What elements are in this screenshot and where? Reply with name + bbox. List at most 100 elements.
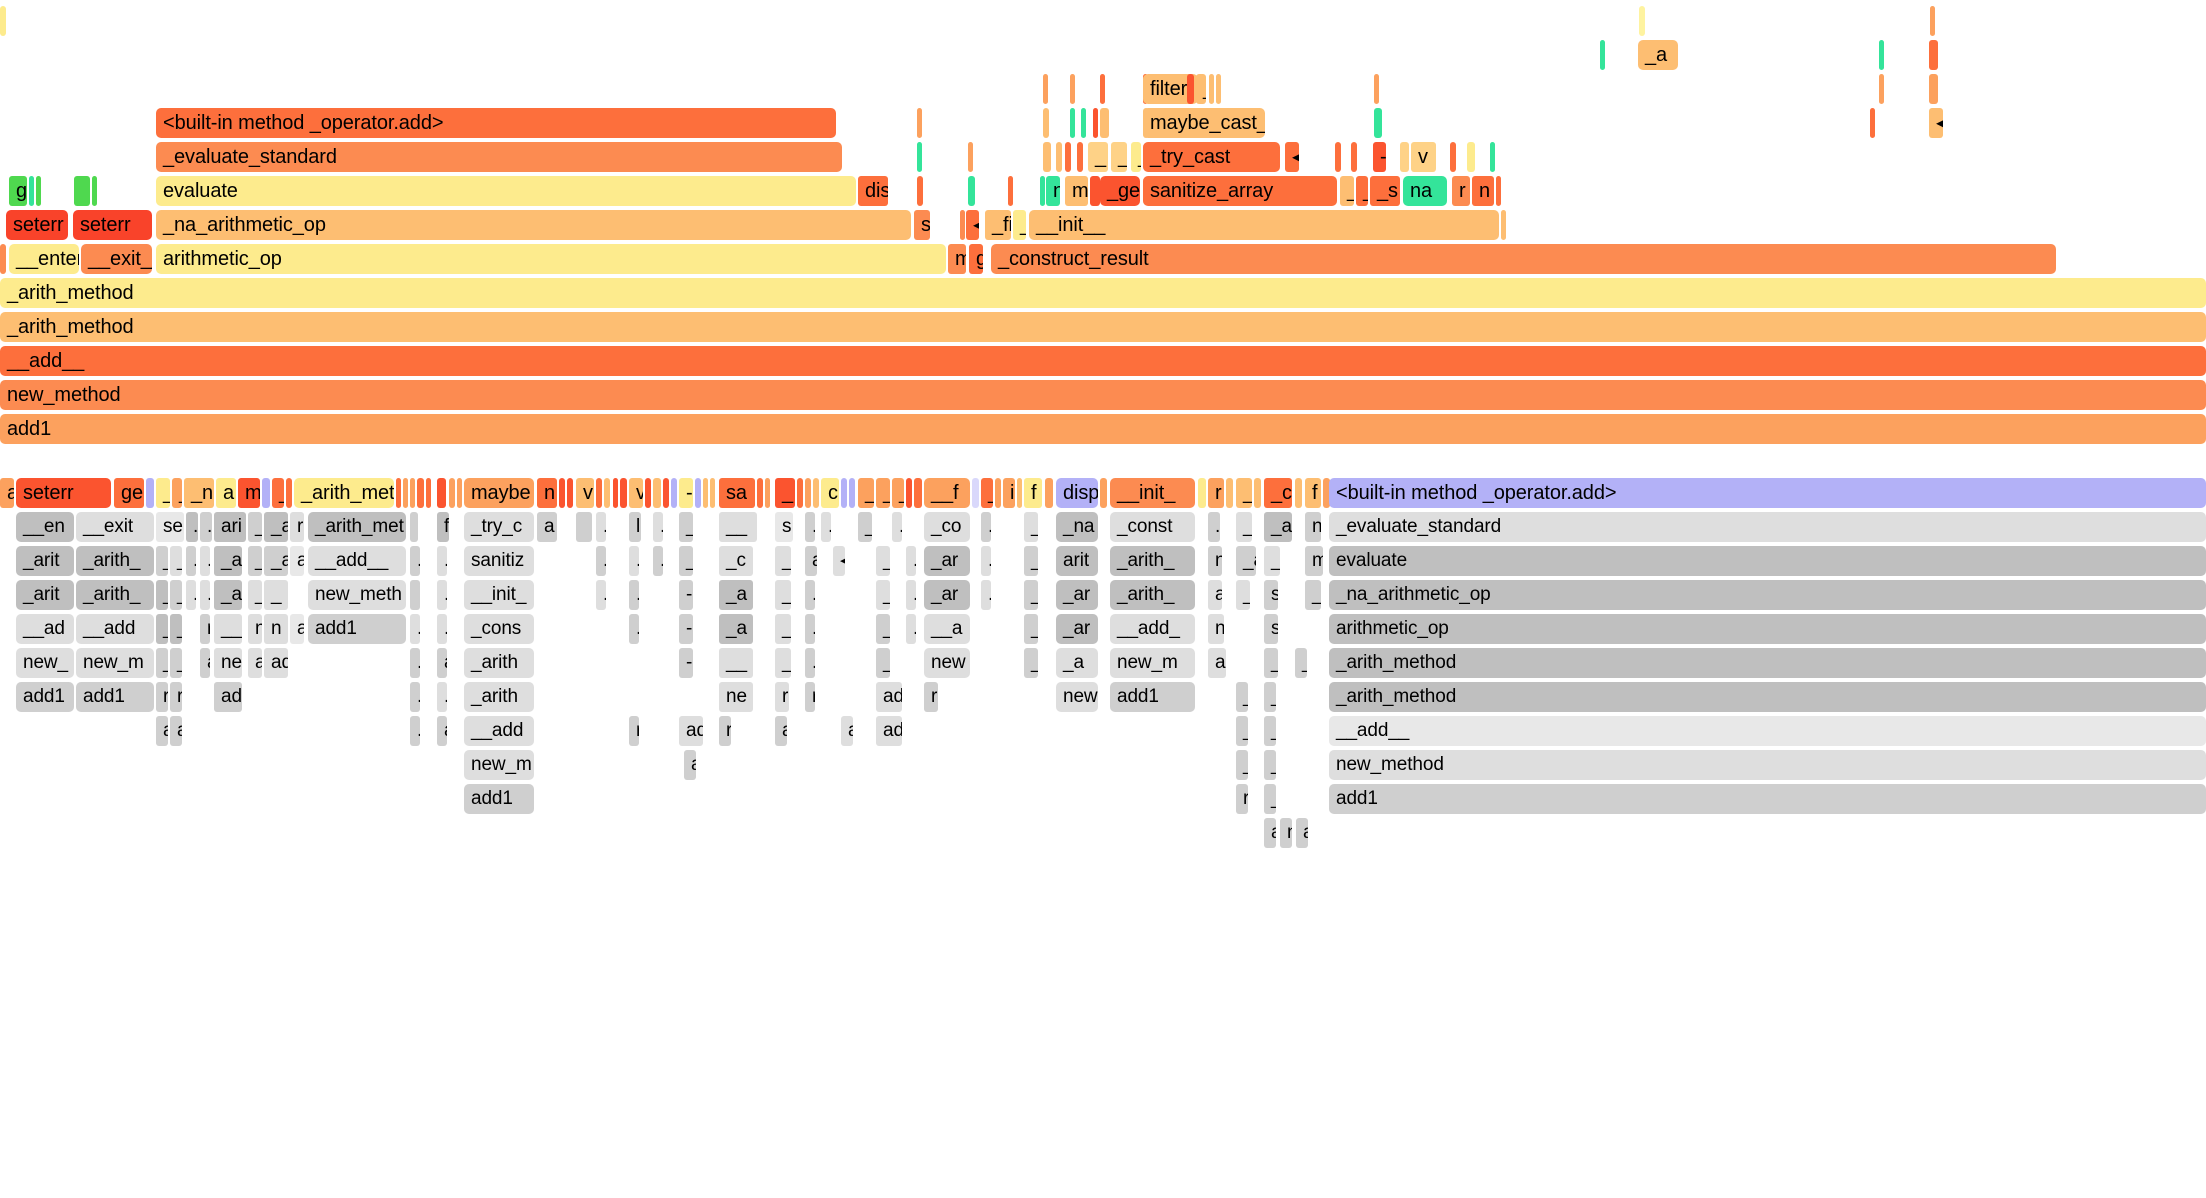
flame-frame[interactable]: ne: [214, 648, 242, 678]
flame-frame[interactable]: _arith: [464, 648, 534, 678]
flame-frame[interactable]: a: [841, 716, 853, 746]
flame-frame[interactable]: __add__: [308, 546, 406, 576]
flame-frame[interactable]: -: [679, 614, 693, 644]
flame-frame[interactable]: r: [290, 512, 304, 542]
flame-frame[interactable]: a: [684, 750, 696, 780]
flame-frame[interactable]: _: [170, 614, 182, 644]
flame-frame[interactable]: m: [238, 478, 260, 508]
flame-frame[interactable]: arit: [1056, 546, 1098, 576]
flame-frame[interactable]: [914, 478, 922, 508]
flame-frame[interactable]: _: [876, 580, 890, 610]
flame-frame[interactable]: _: [775, 478, 795, 508]
flame-frame[interactable]: sanitiz: [464, 546, 534, 576]
flame-frame[interactable]: _: [1111, 142, 1127, 172]
flame-frame[interactable]: _: [876, 478, 890, 508]
flame-frame[interactable]: _: [1024, 512, 1038, 542]
flame-frame[interactable]: _: [272, 478, 284, 508]
flame-frame[interactable]: __f: [924, 478, 970, 508]
flame-frame[interactable]: _a: [1638, 40, 1678, 70]
flame-frame[interactable]: m: [948, 244, 966, 274]
flame-frame[interactable]: _: [1264, 546, 1280, 576]
flame-frame[interactable]: [396, 478, 401, 508]
flame-frame[interactable]: _arit: [16, 546, 74, 576]
flame-frame[interactable]: __add_: [1110, 614, 1195, 644]
flame-frame[interactable]: a: [437, 648, 447, 678]
flame-frame[interactable]: _a: [1056, 648, 1098, 678]
flame-frame[interactable]: .: [200, 580, 210, 610]
flame-frame[interactable]: ◂: [1285, 142, 1299, 172]
flame-frame[interactable]: [620, 478, 627, 508]
flame-frame[interactable]: -: [679, 648, 693, 678]
flame-frame[interactable]: [410, 478, 415, 508]
flame-frame[interactable]: __init_: [1110, 478, 1195, 508]
flame-frame[interactable]: _: [156, 614, 168, 644]
flame-frame[interactable]: _a: [214, 546, 242, 576]
flame-frame[interactable]: __init_: [464, 580, 534, 610]
flame-frame[interactable]: [995, 478, 1001, 508]
flame-frame[interactable]: _na_arithmetic_op: [1329, 580, 2206, 610]
flame-frame[interactable]: __: [214, 614, 242, 644]
flame-frame[interactable]: _evaluate_standard: [156, 142, 842, 172]
flame-frame[interactable]: _a: [1236, 546, 1256, 576]
flame-frame[interactable]: _a: [1264, 512, 1292, 542]
flame-frame[interactable]: __en: [16, 512, 74, 542]
flame-frame[interactable]: a: [0, 478, 14, 508]
flame-frame[interactable]: [1374, 108, 1382, 138]
flame-frame[interactable]: _: [1236, 512, 1252, 542]
flame-frame[interactable]: [1077, 142, 1083, 172]
flame-frame[interactable]: ad: [214, 682, 242, 712]
flame-frame[interactable]: n: [1046, 176, 1060, 206]
flame-frame[interactable]: a: [1264, 818, 1276, 848]
flame-frame[interactable]: _: [876, 546, 890, 576]
flame-frame[interactable]: _arith_met: [308, 512, 406, 542]
bottom-sandwich-chart[interactable]: aseterrge___nam__arith_metmaybenvv-sa_c_…: [0, 460, 2206, 1198]
flame-frame[interactable]: .: [805, 648, 815, 678]
flame-frame[interactable]: _: [1340, 176, 1354, 206]
flame-frame[interactable]: _arith_method: [0, 312, 2206, 342]
flame-frame[interactable]: _arith: [464, 682, 534, 712]
flame-frame[interactable]: [604, 478, 610, 508]
flame-frame[interactable]: [663, 478, 669, 508]
flame-frame[interactable]: _: [679, 512, 693, 542]
flame-frame[interactable]: _arith_: [76, 580, 154, 610]
flame-frame[interactable]: [849, 478, 855, 508]
flame-frame[interactable]: r: [1208, 478, 1224, 508]
flame-frame[interactable]: [917, 142, 922, 172]
flame-frame[interactable]: _: [156, 580, 168, 610]
flame-frame[interactable]: add1: [0, 414, 2206, 444]
flame-frame[interactable]: [29, 176, 34, 206]
flame-frame[interactable]: _fi: [985, 210, 1011, 240]
flame-frame[interactable]: _s: [1370, 176, 1400, 206]
flame-frame[interactable]: [1870, 108, 1875, 138]
flame-frame[interactable]: m: [1065, 176, 1088, 206]
flame-frame[interactable]: -: [1373, 142, 1386, 172]
flame-frame[interactable]: [0, 244, 6, 274]
flame-frame[interactable]: _arit: [16, 580, 74, 610]
flame-frame[interactable]: [1065, 142, 1071, 172]
flame-frame[interactable]: [695, 478, 701, 508]
flame-frame[interactable]: [410, 512, 418, 542]
flame-frame[interactable]: [960, 210, 965, 240]
flame-frame[interactable]: _n: [184, 478, 214, 508]
flame-frame[interactable]: <built-in method _operator.add>: [156, 108, 836, 138]
flame-frame[interactable]: arithmetic_op: [156, 244, 946, 274]
flame-frame[interactable]: a: [805, 546, 817, 576]
flame-frame[interactable]: .: [906, 614, 916, 644]
flame-frame[interactable]: r: [1236, 784, 1248, 814]
flame-frame[interactable]: r: [924, 682, 938, 712]
flame-frame[interactable]: [1070, 108, 1075, 138]
flame-frame[interactable]: add1: [1110, 682, 1195, 712]
flame-frame[interactable]: [1056, 142, 1062, 172]
flame-frame[interactable]: __a: [924, 614, 970, 644]
flame-frame[interactable]: c: [821, 478, 839, 508]
flame-frame[interactable]: l: [629, 512, 641, 542]
flame-frame[interactable]: [1323, 478, 1330, 508]
flame-frame[interactable]: _: [1013, 210, 1026, 240]
flame-frame[interactable]: arithmetic_op: [1329, 614, 2206, 644]
flame-frame[interactable]: __exit__: [81, 244, 152, 274]
flame-frame[interactable]: .: [186, 512, 198, 542]
flame-frame[interactable]: ge: [114, 478, 144, 508]
flame-frame[interactable]: <built-in method _operator.add>: [1329, 478, 2206, 508]
flame-frame[interactable]: add1: [308, 614, 406, 644]
